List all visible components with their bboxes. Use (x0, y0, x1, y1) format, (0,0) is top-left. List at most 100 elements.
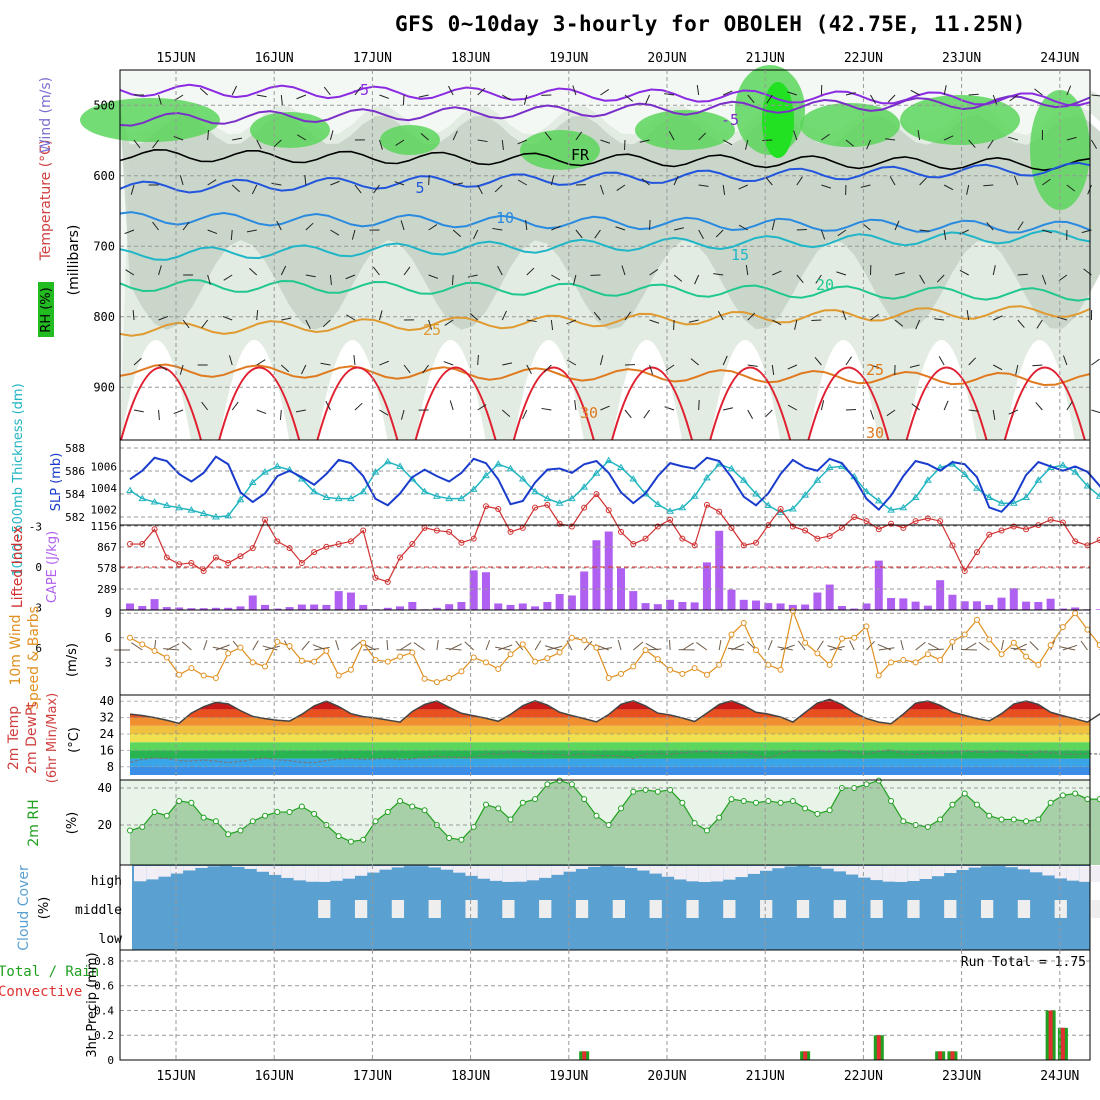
isotherm-label: 30 (866, 424, 884, 442)
cloud-gap-high (391, 866, 405, 868)
precip-tick: 0.8 (94, 955, 114, 968)
wind-barb (1042, 178, 1051, 186)
thickness-point (383, 457, 392, 465)
wind-barb (231, 85, 238, 96)
wind-barb (690, 358, 699, 366)
wind-barb (477, 404, 487, 411)
rh-area-90 (250, 112, 330, 148)
wind10-point (691, 665, 698, 672)
thickness-point (752, 490, 760, 497)
thickness-point (322, 493, 331, 500)
date-label-bottom: 16JUN (255, 1069, 294, 1084)
rh2m-point (409, 803, 416, 810)
wind10-barb (877, 643, 892, 651)
cloud-gap-high (453, 866, 466, 873)
wind-barb (330, 229, 340, 236)
wind-barb (444, 319, 454, 326)
wind-barb (665, 364, 675, 372)
rh-legend-swatch (38, 282, 54, 337)
slp-tick: 1004 (91, 482, 118, 495)
cape-bar (408, 602, 417, 610)
wind-barb (593, 311, 601, 321)
wind-barb (158, 409, 160, 421)
thickness-point (273, 462, 282, 469)
wind-barb (207, 274, 211, 285)
lifted-point (532, 504, 539, 511)
wind-barb (815, 274, 822, 284)
wind10-point (127, 634, 133, 641)
temp-tick: 24 (100, 727, 114, 741)
wind-barb (130, 184, 135, 195)
wind10-point (286, 643, 293, 649)
cloud-gap-high (514, 866, 527, 882)
thickness-point (334, 494, 343, 502)
temp-band (130, 766, 1090, 775)
wind-tick: 9 (105, 606, 112, 620)
wind-barb (836, 271, 847, 276)
wind-barb (794, 319, 798, 330)
thickness-point (248, 478, 257, 485)
cape-bar (788, 604, 797, 610)
wind10-point (200, 672, 207, 679)
wind10-barb (583, 640, 593, 651)
cape-bar (261, 604, 270, 610)
wind10-point (1059, 624, 1066, 631)
cloud-label: Cloud Cover (16, 865, 32, 951)
wind-barb (649, 219, 651, 231)
wind-barb (1057, 316, 1068, 321)
cape-bar (236, 606, 245, 610)
thickness-point (150, 498, 159, 505)
wind-barb (796, 228, 807, 231)
cape-bar (138, 606, 147, 610)
wind10-point (900, 656, 907, 663)
wind-barb (1034, 88, 1043, 96)
wind-barb (501, 409, 511, 417)
isotherm-label: 30 (580, 404, 598, 422)
wind-barb (1017, 221, 1024, 231)
cloud-gap-middle (1017, 900, 1031, 918)
cape-bar (346, 592, 355, 610)
wind-barb (796, 274, 804, 283)
wind-barb (182, 319, 190, 329)
isotherm-line (119, 161, 1091, 194)
wind10-point (802, 639, 809, 646)
wind-barb (910, 89, 920, 96)
rh2m-point (347, 838, 354, 845)
cape-bar (727, 589, 736, 610)
wind-barb (787, 404, 798, 411)
lifted-tick: -3 (29, 521, 42, 534)
rh2m-point (127, 827, 133, 834)
wind-barb (968, 357, 977, 366)
wind10-barb (849, 640, 855, 651)
precip-conv-bar (938, 1051, 943, 1060)
wind-barb (322, 319, 331, 328)
date-label-bottom: 18JUN (451, 1069, 490, 1084)
wind-barb (1091, 409, 1100, 414)
wind10-barb (544, 645, 560, 651)
cape-bar (494, 603, 503, 610)
wind-barb (379, 139, 383, 150)
thickness-point (874, 496, 883, 504)
isotherm-line (119, 278, 1091, 302)
wind10-point (433, 679, 440, 686)
rh-area-90 (520, 130, 600, 170)
wind-barb (575, 131, 583, 141)
wind10-point (949, 638, 956, 645)
cloud-gap-middle (944, 900, 957, 918)
cape-bar (273, 608, 282, 610)
wind-barb (428, 174, 430, 186)
cape-bar (825, 584, 834, 610)
precip-conv-bar (876, 1035, 881, 1060)
wind-barb (943, 229, 947, 240)
wind-barb (919, 274, 926, 284)
wind-barb (400, 220, 405, 231)
wind10-point (777, 666, 784, 673)
cape-tick: 867 (97, 541, 117, 554)
thickness-point (568, 494, 576, 502)
cape-bar (936, 580, 945, 610)
wind-barb (230, 229, 233, 241)
cloud-gap-high (1066, 866, 1080, 881)
rh2m-point (176, 797, 183, 804)
wind-barb (231, 184, 240, 193)
cloud-gap-high (661, 866, 675, 877)
